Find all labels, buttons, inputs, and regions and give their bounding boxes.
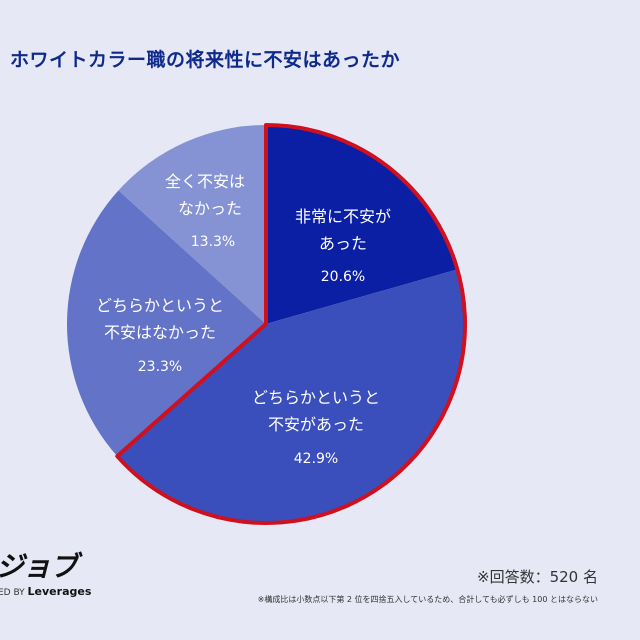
- pie-slice-0: [266, 125, 458, 324]
- chart-title: ホワイトカラー職の将来性に不安はあったか: [10, 49, 401, 71]
- slice-label-2: どちらかというと 不安はなかった 23.3%: [96, 296, 224, 375]
- svg-text:20.6%: 20.6%: [321, 269, 365, 285]
- svg-text:非常に不安が: 非常に不安が: [295, 207, 391, 226]
- rounding-note: ※構成比は小数点以下第 2 位を四捨五入しているため、合計しても必ずしも 100…: [257, 595, 598, 604]
- pie-slice-3: [118, 125, 267, 324]
- powered-by-text: ED BY: [0, 588, 25, 598]
- highlight-outline: [115, 123, 467, 525]
- svg-text:なかった: なかった: [178, 199, 242, 218]
- slice-label-0: 非常に不安が あった 20.6%: [295, 207, 391, 285]
- svg-text:不安があった: 不安があった: [268, 415, 364, 434]
- svg-text:不安はなかった: 不安はなかった: [104, 323, 216, 342]
- svg-text:どちらかというと: どちらかというと: [96, 296, 224, 315]
- job-logo: ジョブ: [0, 550, 78, 583]
- svg-text:23.3%: 23.3%: [138, 359, 182, 375]
- brand-name: Leverages: [27, 585, 92, 598]
- slice-label-1: どちらかというと 不安があった 42.9%: [252, 388, 380, 467]
- svg-text:どちらかというと: どちらかというと: [252, 388, 380, 407]
- svg-text:42.9%: 42.9%: [294, 451, 338, 467]
- powered-by: ED BY Leverages: [0, 585, 91, 598]
- svg-text:13.3%: 13.3%: [191, 234, 235, 250]
- pie-slice-2: [67, 190, 266, 457]
- svg-text:全く不安は: 全く不安は: [165, 172, 245, 191]
- respondent-count: ※回答数：520 名: [477, 568, 598, 586]
- slice-label-3: 全く不安は なかった 13.3%: [165, 172, 245, 250]
- svg-text:あった: あった: [319, 234, 367, 253]
- pie-slice-1: [117, 269, 465, 523]
